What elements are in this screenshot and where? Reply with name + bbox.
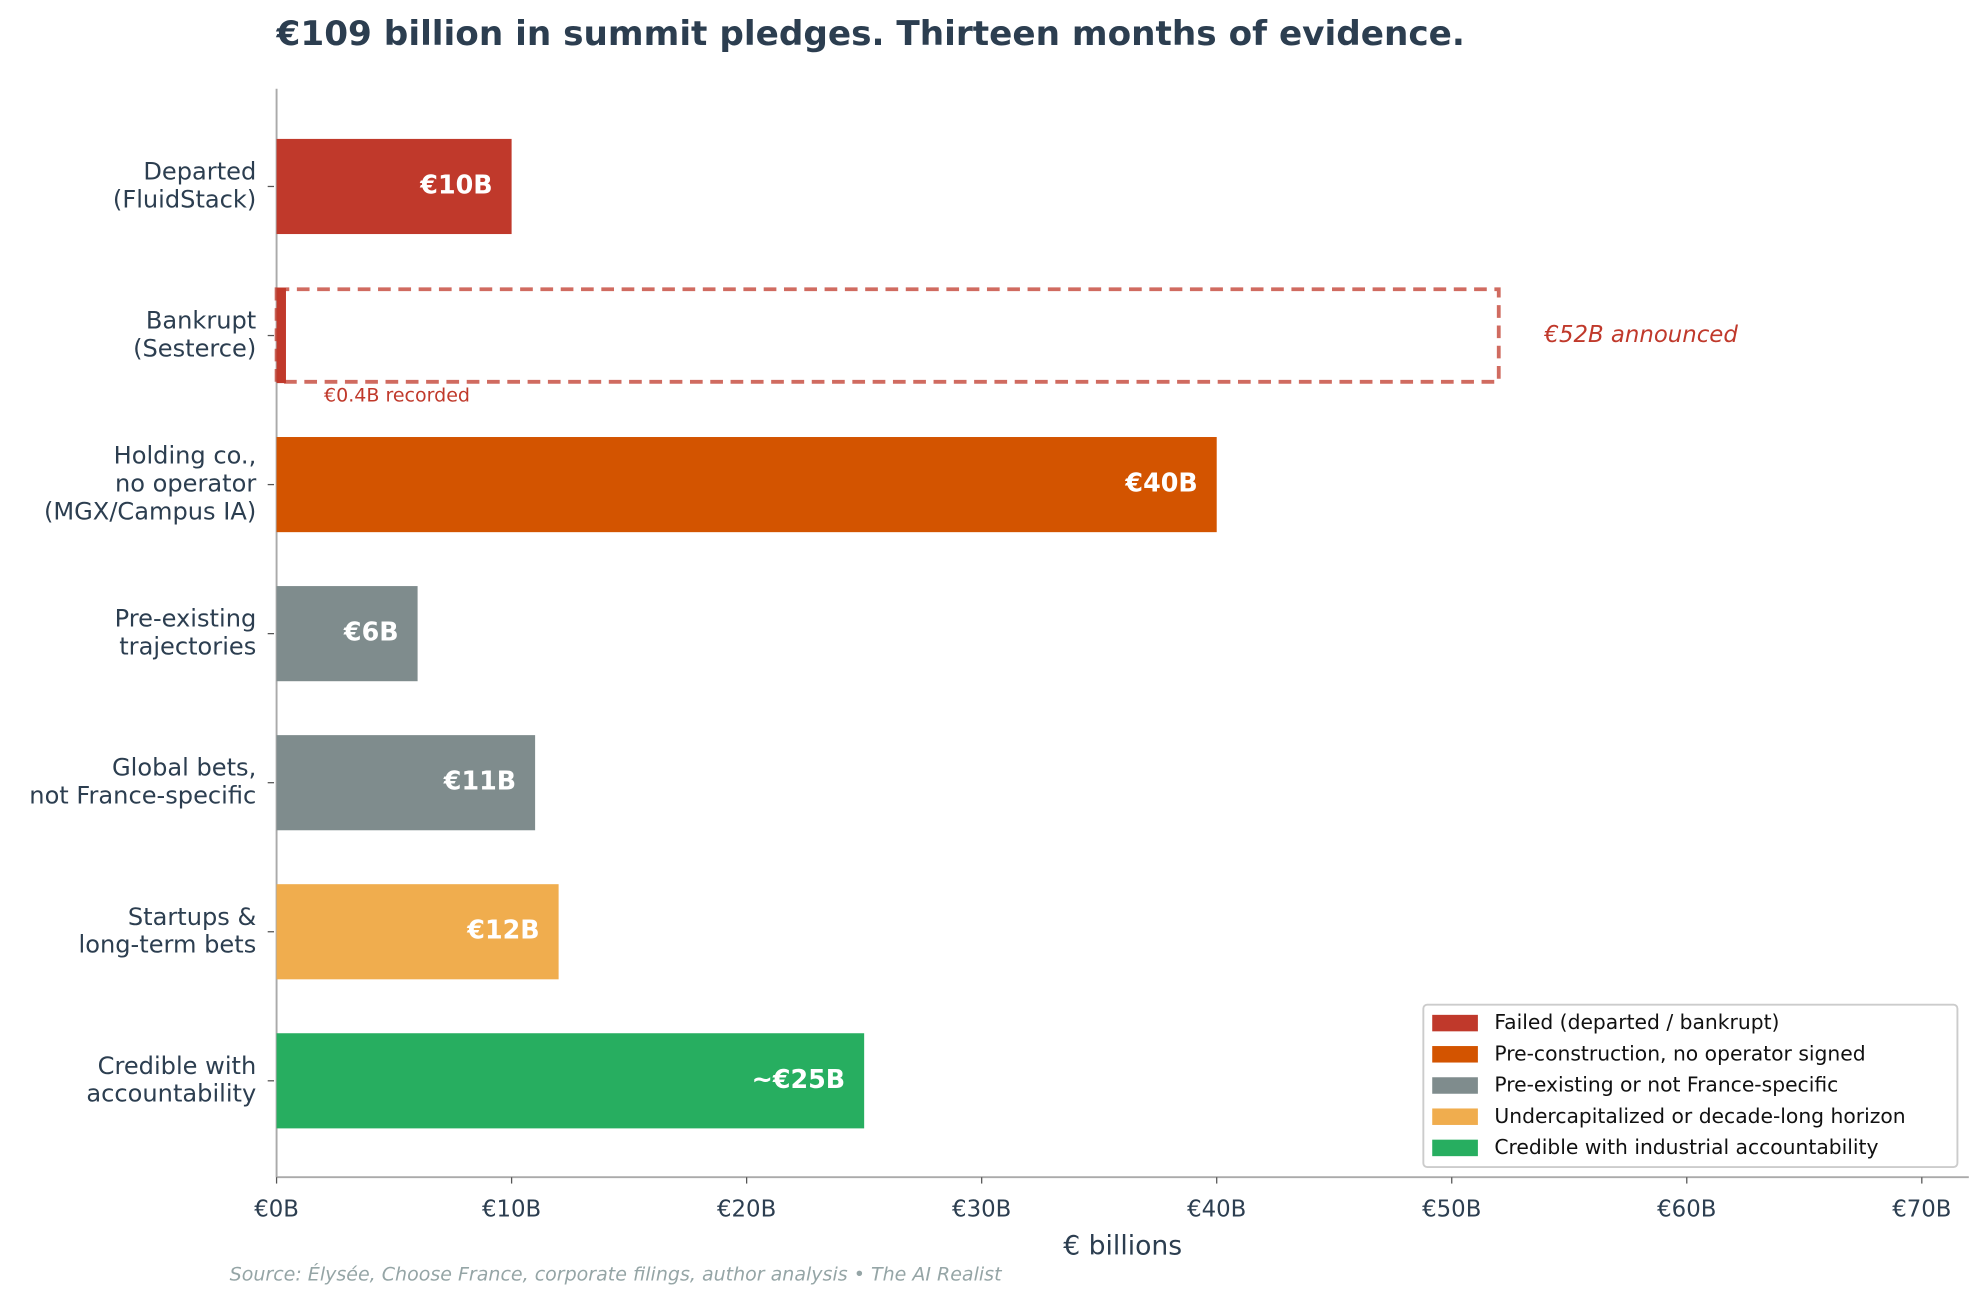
- value-label: €6B: [343, 617, 399, 647]
- y-tick-label: Startups & long-term bets: [79, 903, 257, 959]
- label-line: Pre-existing: [115, 605, 257, 633]
- legend-label: Undercapitalized or decade-long horizon: [1494, 1104, 1905, 1128]
- legend-label: Failed (departed / bankrupt): [1494, 1010, 1779, 1034]
- annotation: €52B announced: [1543, 322, 1738, 348]
- x-axis-label: € billions: [1063, 1230, 1182, 1261]
- label-line: no operator: [115, 470, 256, 498]
- legend-swatch: [1432, 1108, 1478, 1125]
- legend-label: Pre-existing or not France-specific: [1494, 1073, 1838, 1097]
- bar: [276, 287, 286, 384]
- legend-label: Pre-construction, no operator signed: [1494, 1041, 1865, 1065]
- y-tick-label: Departed (FluidStack): [113, 158, 256, 214]
- x-tick-label: €50B: [1422, 1197, 1481, 1223]
- label-line: long-term bets: [79, 931, 257, 959]
- value-label: €10B: [419, 169, 492, 199]
- x-tick-label: €30B: [952, 1197, 1011, 1223]
- label-line: not France-specific: [29, 782, 256, 810]
- y-tick-label: Bankrupt (Sesterce): [133, 307, 256, 363]
- label-line: Holding co.,: [114, 442, 257, 470]
- legend-swatch: [1432, 1077, 1478, 1094]
- value-label: €40B: [1124, 468, 1197, 498]
- y-tick-label: Credible with accountability: [86, 1052, 256, 1108]
- label-line: (MGX/Campus IA): [44, 497, 256, 525]
- bar: [276, 884, 559, 980]
- label-line: Startups &: [128, 903, 257, 931]
- label-line: trajectories: [119, 633, 256, 661]
- value-label: €12B: [466, 915, 539, 945]
- label-line: Global bets,: [112, 754, 256, 782]
- y-tick-label: Global bets, not France-specific: [29, 754, 256, 810]
- x-tick-label: €60B: [1657, 1197, 1716, 1223]
- label-line: (FluidStack): [113, 185, 256, 213]
- y-tick-label: Pre-existing trajectories: [115, 605, 257, 661]
- announced-outline: [274, 287, 1501, 384]
- label-line: Departed: [143, 158, 256, 186]
- legend-box: [1422, 1003, 1959, 1169]
- x-tick-label: €70B: [1892, 1197, 1951, 1223]
- legend-swatch: [1432, 1046, 1478, 1063]
- bar: [276, 1033, 865, 1129]
- value-label: €0.4B recorded: [324, 384, 470, 406]
- label-line: (Sesterce): [133, 334, 256, 362]
- x-tick-label: €0B: [254, 1197, 299, 1223]
- label-line: accountability: [86, 1080, 256, 1108]
- x-tick-label: €10B: [482, 1197, 541, 1223]
- legend-swatch: [1432, 1139, 1478, 1157]
- x-tick-label: €20B: [717, 1197, 776, 1223]
- legend-label: Credible with industrial accountability: [1494, 1135, 1878, 1159]
- bar: [276, 586, 418, 682]
- x-tick-label: €40B: [1187, 1197, 1246, 1223]
- y-tick-label: Holding co., no operator (MGX/Campus IA): [44, 442, 256, 526]
- chart-title: €109 billion in summit pledges. Thirteen…: [276, 14, 1465, 54]
- bar: [276, 735, 536, 831]
- bar: [276, 138, 512, 235]
- bar: [276, 437, 1217, 533]
- label-line: Bankrupt: [146, 307, 256, 335]
- source-note: Source: Élysée, Choose France, corporate…: [230, 1262, 1003, 1285]
- legend-swatch: [1432, 1014, 1478, 1032]
- value-label: ~€25B: [752, 1064, 846, 1094]
- label-line: Credible with: [98, 1052, 257, 1080]
- value-label: €11B: [443, 766, 516, 796]
